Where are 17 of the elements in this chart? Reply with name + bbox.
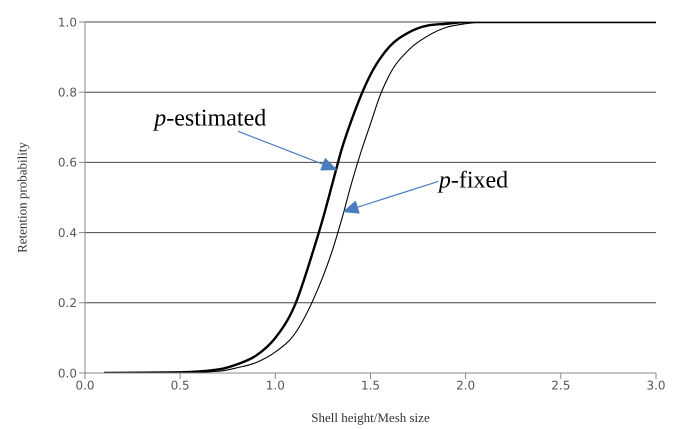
annotation: p-fixed bbox=[436, 168, 508, 194]
y-tick-label: 0.6 bbox=[58, 156, 77, 170]
annotation: p-estimated bbox=[152, 105, 266, 132]
x-tick-label: 2.0 bbox=[456, 378, 476, 393]
x-tick-label: 1.0 bbox=[266, 378, 285, 393]
y-tick-label: 0.8 bbox=[58, 85, 77, 100]
y-tick-label: 0.0 bbox=[58, 366, 77, 380]
x-tick-label: 1.5 bbox=[360, 378, 380, 393]
x-axis-title: Shell height/Mesh size bbox=[311, 410, 430, 425]
y-axis-title: Retention probability bbox=[14, 142, 30, 253]
x-tick-label: 0.5 bbox=[170, 378, 190, 393]
x-tick-label: 3.0 bbox=[646, 378, 666, 393]
y-tick-label: 0.2 bbox=[58, 296, 77, 310]
x-tick-label: 0.0 bbox=[75, 378, 95, 393]
y-tick-label: 0.4 bbox=[58, 226, 77, 240]
y-tick-label: 1.0 bbox=[58, 15, 77, 30]
x-tick-label: 2.5 bbox=[551, 378, 570, 393]
